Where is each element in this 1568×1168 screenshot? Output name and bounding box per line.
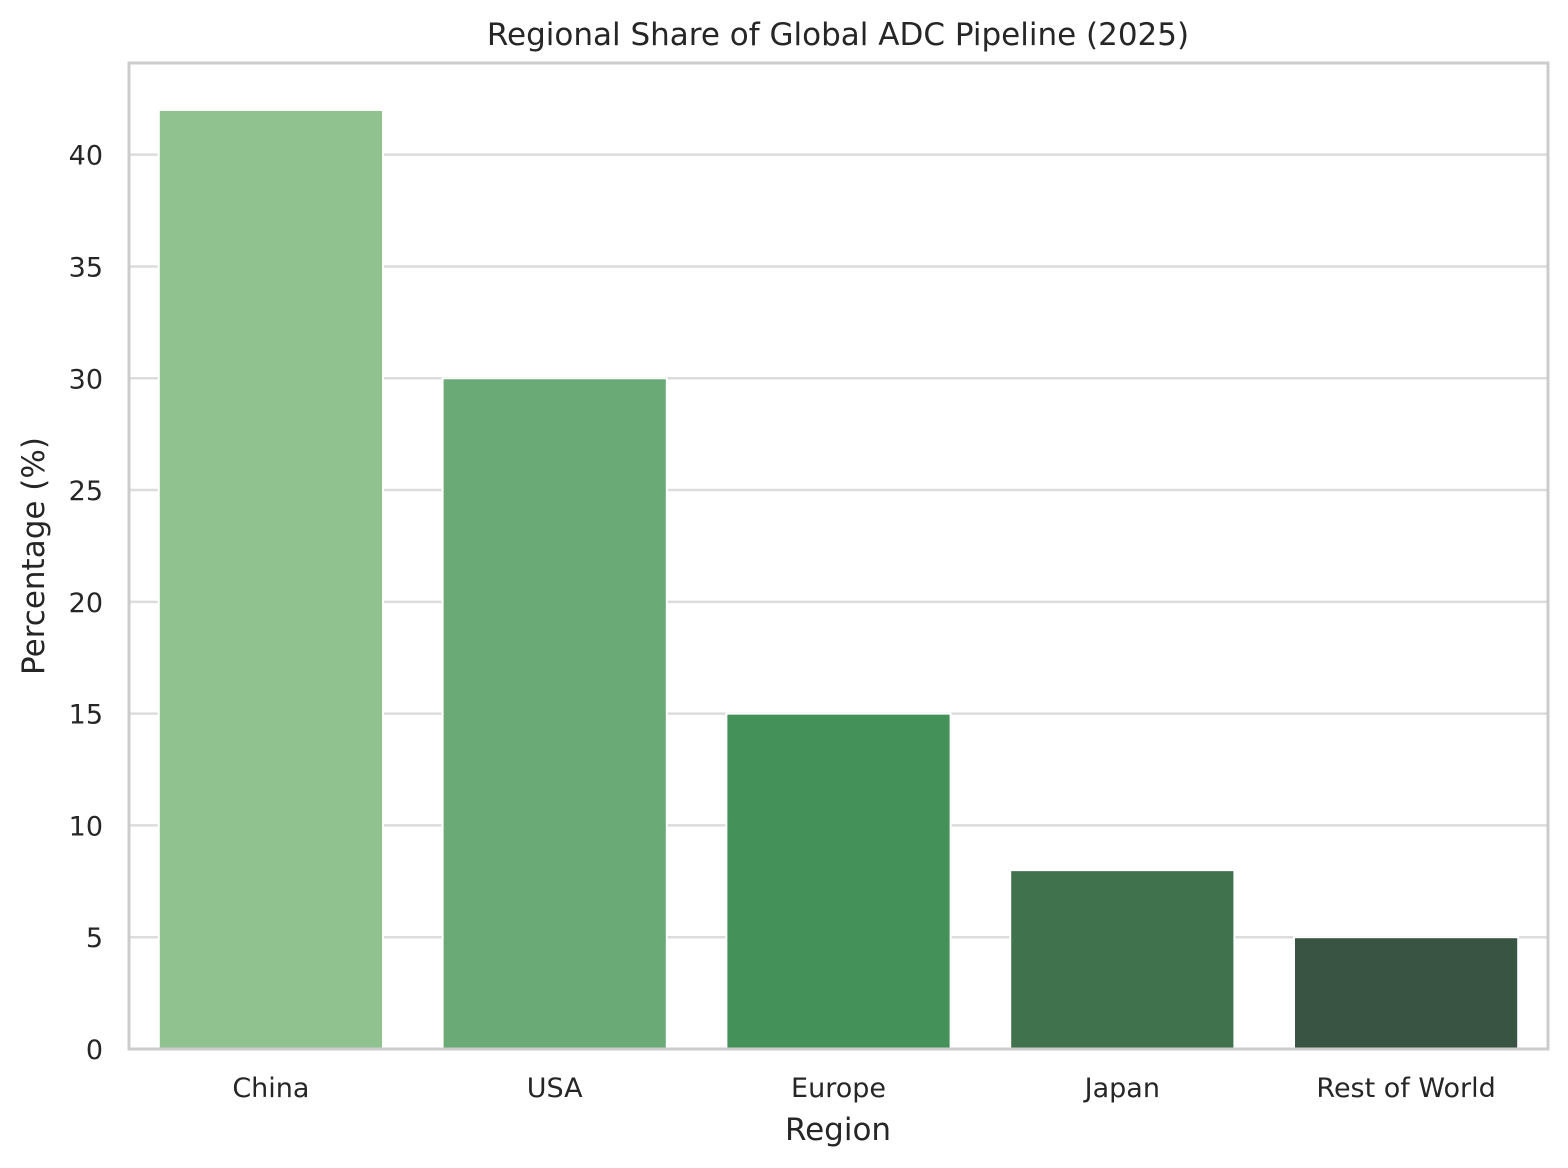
bar-china	[157, 108, 385, 1050]
x-tick-label: China	[232, 1073, 309, 1104]
y-tick-label: 0	[86, 1035, 103, 1066]
y-tick-label: 25	[69, 476, 103, 507]
y-tick-label: 20	[69, 588, 103, 619]
y-tick-labels: 0 5 10 15 20 25 30 35 40	[69, 141, 103, 1066]
x-tick-label: USA	[527, 1073, 583, 1104]
bars	[157, 108, 1520, 1050]
bar-europe	[725, 712, 952, 1050]
chart-title: Regional Share of Global ADC Pipeline (2…	[487, 17, 1189, 53]
x-tick-label: Europe	[791, 1073, 886, 1104]
y-tick-label: 5	[86, 923, 103, 954]
y-axis-label: Percentage (%)	[16, 437, 52, 675]
bar-rest-of-world	[1292, 936, 1520, 1050]
y-tick-label: 10	[69, 811, 103, 842]
plot-frame	[127, 61, 1550, 1051]
bar-japan	[1009, 869, 1236, 1050]
x-axis-label: Region	[785, 1112, 891, 1148]
y-tick-label: 40	[69, 141, 103, 172]
x-tick-labels: China USA Europe Japan Rest of World	[232, 1073, 1495, 1104]
y-tick-label: 35	[69, 252, 103, 283]
x-tick-label: Japan	[1083, 1073, 1160, 1104]
x-tick-label: Rest of World	[1316, 1073, 1495, 1104]
y-tick-label: 15	[69, 700, 103, 731]
y-tick-label: 30	[69, 364, 103, 395]
bar-usa	[441, 377, 668, 1050]
